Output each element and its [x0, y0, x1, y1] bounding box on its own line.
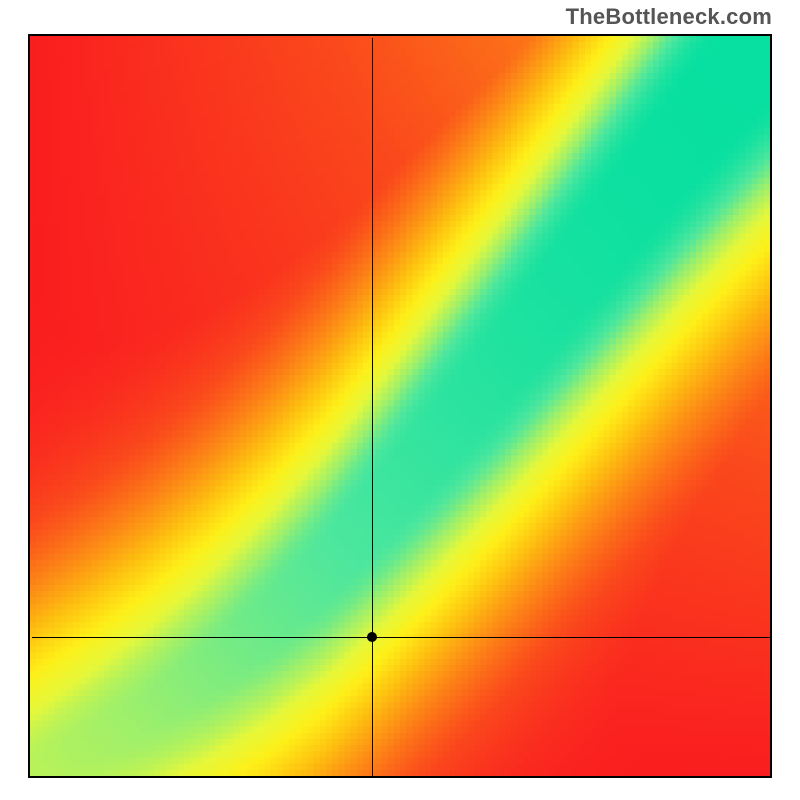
container: TheBottleneck.com	[0, 0, 800, 800]
crosshair-horizontal	[32, 637, 772, 638]
crosshair-vertical	[372, 38, 373, 778]
watermark-text: TheBottleneck.com	[566, 4, 772, 30]
marker-dot	[367, 632, 377, 642]
heatmap-plot	[28, 34, 772, 778]
heatmap-canvas	[30, 36, 770, 776]
